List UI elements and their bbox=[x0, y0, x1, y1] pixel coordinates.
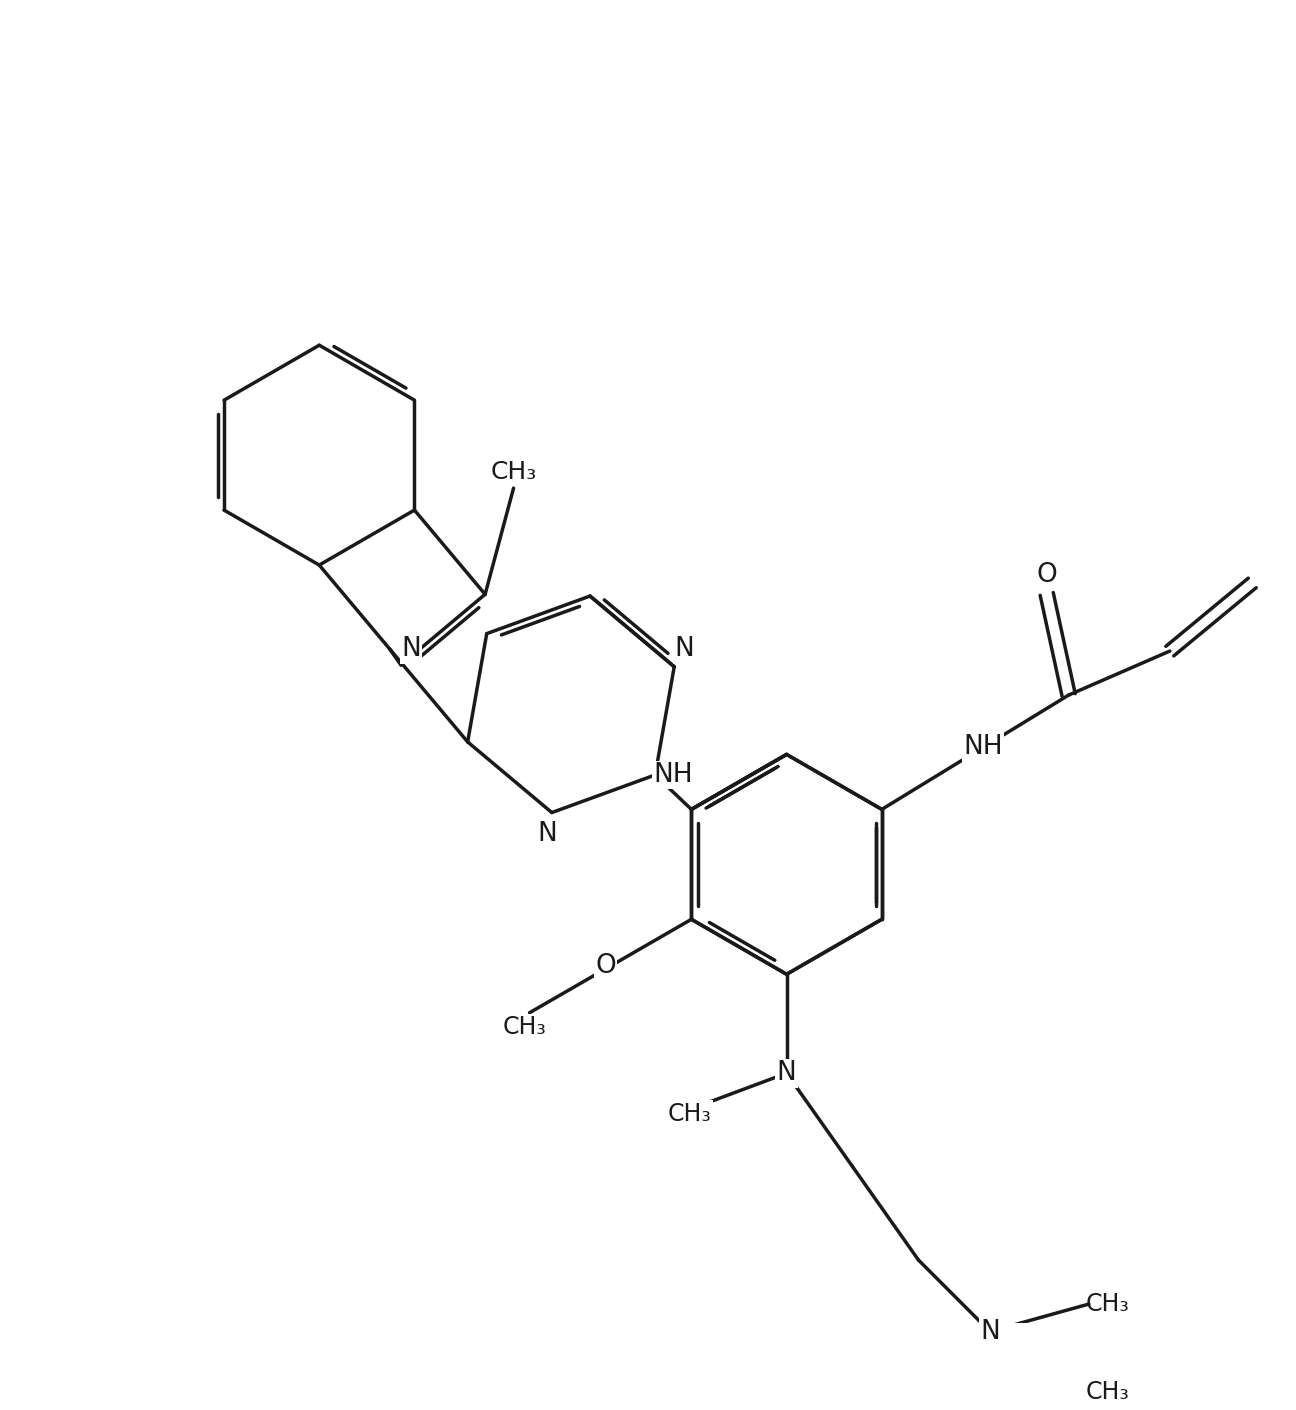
Text: NH: NH bbox=[653, 761, 693, 788]
Text: CH₃: CH₃ bbox=[1086, 1292, 1130, 1316]
Text: O: O bbox=[595, 953, 616, 979]
Text: N: N bbox=[400, 636, 421, 663]
Text: N: N bbox=[776, 1060, 797, 1086]
Text: CH₃: CH₃ bbox=[490, 460, 537, 484]
Text: CH₃: CH₃ bbox=[667, 1101, 712, 1125]
Text: NH: NH bbox=[963, 735, 1003, 760]
Text: O: O bbox=[1037, 561, 1058, 588]
Text: N: N bbox=[980, 1318, 999, 1345]
Text: N: N bbox=[674, 636, 693, 663]
Text: CH₃: CH₃ bbox=[1086, 1380, 1130, 1404]
Text: CH₃: CH₃ bbox=[503, 1015, 547, 1039]
Text: N: N bbox=[537, 821, 557, 846]
